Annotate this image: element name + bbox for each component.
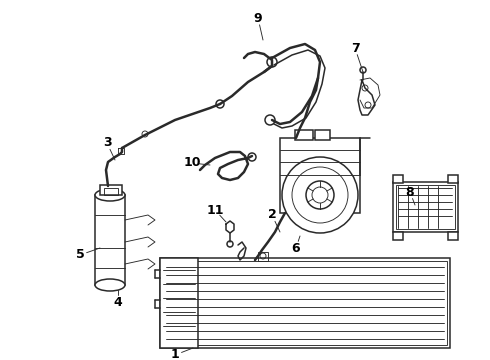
Text: 4: 4 xyxy=(114,296,122,309)
Bar xyxy=(396,185,455,229)
Bar xyxy=(393,182,458,232)
Circle shape xyxy=(306,181,334,209)
Bar xyxy=(160,258,450,348)
Text: 8: 8 xyxy=(406,185,415,198)
Circle shape xyxy=(265,115,275,125)
Text: 5: 5 xyxy=(75,248,84,261)
Text: 9: 9 xyxy=(254,12,262,24)
Circle shape xyxy=(312,187,328,203)
Text: 3: 3 xyxy=(103,136,111,149)
Circle shape xyxy=(216,100,224,108)
Text: 11: 11 xyxy=(206,203,224,216)
Bar xyxy=(295,130,313,140)
Bar xyxy=(448,175,458,183)
Bar xyxy=(315,130,330,140)
Text: 6: 6 xyxy=(292,242,300,255)
Ellipse shape xyxy=(95,279,125,291)
Bar xyxy=(100,185,122,195)
Circle shape xyxy=(142,131,148,137)
Bar xyxy=(448,232,458,240)
Text: 10: 10 xyxy=(183,157,201,170)
Circle shape xyxy=(227,241,233,247)
Text: 2: 2 xyxy=(268,208,276,221)
Text: 7: 7 xyxy=(351,41,359,54)
Circle shape xyxy=(267,57,277,67)
Circle shape xyxy=(360,67,366,73)
Text: 1: 1 xyxy=(171,348,179,360)
Bar xyxy=(280,138,360,213)
Circle shape xyxy=(282,157,358,233)
Circle shape xyxy=(248,153,256,161)
Bar xyxy=(393,232,403,240)
Bar xyxy=(393,175,403,183)
Bar xyxy=(258,252,268,261)
Ellipse shape xyxy=(95,189,125,201)
Bar xyxy=(95,195,125,285)
Bar xyxy=(104,188,118,195)
Bar xyxy=(160,258,198,348)
Bar xyxy=(163,261,447,345)
